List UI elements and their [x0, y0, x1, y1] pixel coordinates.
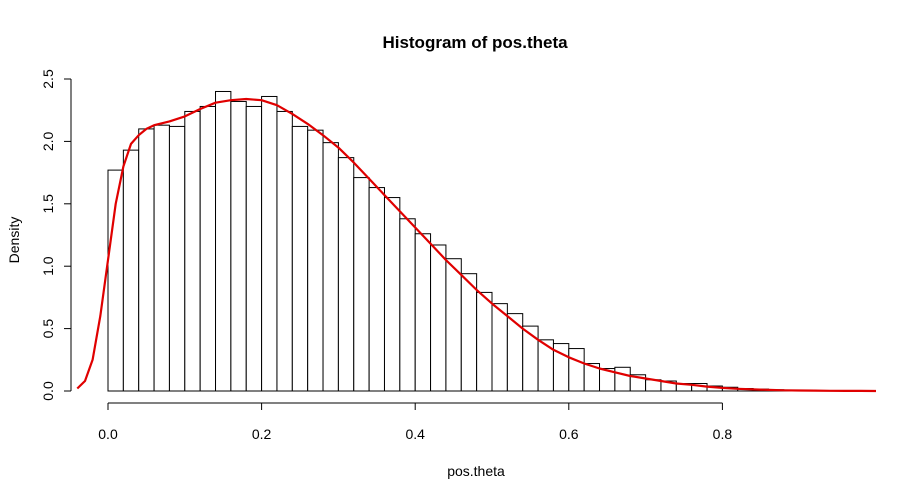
histogram-bar: [261, 95, 278, 392]
density-curve-group: [76, 97, 877, 393]
x-tick-label: 0.0: [98, 426, 118, 442]
histogram-bar: [276, 110, 293, 392]
histogram-bar: [215, 90, 232, 392]
y-axis: 0.0 0.5 1.0 1.5 2.0 2.5: [40, 69, 72, 401]
histogram-bar: [138, 128, 155, 392]
histogram-bar: [122, 149, 140, 392]
y-tick-label: 2.5: [40, 69, 56, 89]
histogram-bar: [230, 100, 247, 392]
y-tick-label: 0.5: [40, 319, 56, 339]
histogram-bar: [245, 105, 263, 392]
histogram-bar: [491, 303, 508, 392]
histogram-bar: [307, 129, 324, 392]
histogram-bar: [430, 244, 447, 392]
histogram-bar: [476, 291, 493, 392]
histogram-bar: [383, 197, 401, 392]
bars-group: [107, 90, 862, 392]
histogram-bar: [414, 233, 432, 392]
histogram-bar: [199, 105, 217, 392]
histogram-bar: [337, 157, 355, 392]
histogram-bar: [291, 125, 309, 392]
histogram-bar: [460, 273, 478, 392]
histogram-bar: [322, 142, 339, 392]
x-axis: 0.0 0.2 0.4 0.6 0.8: [98, 402, 733, 442]
x-tick-label: 0.2: [252, 426, 272, 442]
x-tick-label: 0.6: [559, 426, 579, 442]
histogram-bar: [614, 366, 631, 392]
histogram-bar: [568, 348, 585, 392]
x-tick-label: 0.4: [405, 426, 425, 442]
histogram-bar: [184, 110, 201, 392]
density-curve-line: [76, 97, 877, 393]
x-tick-label: 0.8: [713, 426, 733, 442]
histogram-bar: [353, 177, 370, 392]
y-tick-label: 0.0: [40, 381, 56, 401]
histogram-bar: [168, 125, 186, 392]
y-tick-label: 2.0: [40, 131, 56, 151]
histogram-bar: [153, 124, 170, 392]
histogram-bar: [399, 218, 416, 392]
histogram-bar: [368, 187, 385, 392]
histogram-bar: [445, 258, 462, 392]
histogram-bar: [506, 313, 524, 392]
x-axis-label: pos.theta: [447, 463, 505, 479]
chart-title: Histogram of pos.theta: [382, 33, 568, 52]
y-axis-label: Density: [6, 217, 22, 264]
histogram-bar: [522, 325, 539, 392]
y-tick-label: 1.0: [40, 256, 56, 276]
y-tick-label: 1.5: [40, 194, 56, 214]
